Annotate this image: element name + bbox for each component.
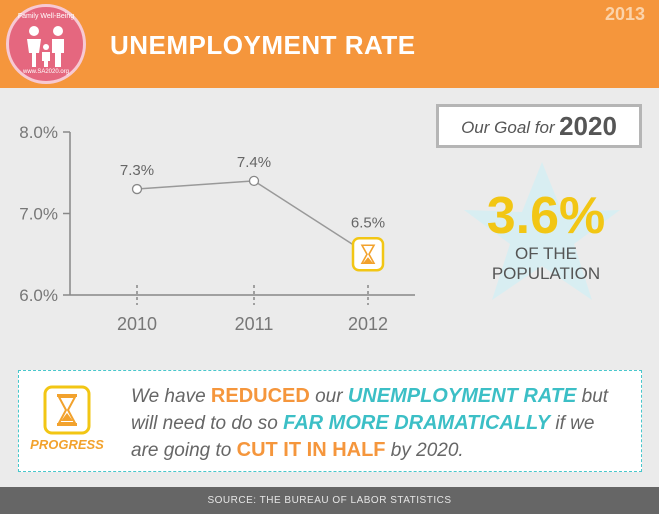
family-icon [27,26,64,67]
hourglass-glyph [360,244,376,265]
goal-value: 3.6% [486,187,606,245]
hourglass-icon [43,385,91,435]
data-point-hourglass-icon [351,237,385,272]
progress-text-4: if we are going to [131,413,595,461]
progress-text-2: our [315,386,343,407]
data-label: 7.3% [120,162,154,179]
progress-text-1: We have [131,386,206,407]
header-bar: Family Well-Being www.SA2020.org UNEMPLO… [0,0,659,88]
goal-sub-line2: POPULATION [491,264,601,283]
progress-text-5: by 2020. [390,440,464,461]
data-point [248,175,260,187]
data-label: 7.4% [237,154,271,171]
goal-label: Our Goal for [461,118,555,137]
logo-text-top: Family Well-Being [17,13,75,20]
progress-box: PROGRESS We have REDUCED our UNEMPLOYMEN… [18,370,642,472]
goal-sub-line1: OF THE [514,244,578,263]
x-tick-label: 2010 [117,314,157,334]
progress-label: PROGRESS [30,437,104,452]
star-burst-icon [464,162,620,300]
y-tick-label: 7.0% [19,205,58,224]
page-title: UNEMPLOYMENT RATE [110,30,416,60]
progress-highlight-half: CUT IT IN HALF [236,439,386,461]
goal-subtext: OF THE POPULATION [466,244,626,284]
line-chart: 8.0% 7.0% 6.0% 2010 2011 2012 7.3% 7.4% 6.5% [19,123,415,334]
progress-text-3: but will need to do so [131,386,609,434]
year-label: 2013 [604,4,645,24]
progress-highlight-reduced: REDUCED [210,385,310,407]
progress-text: We have REDUCED our UNEMPLOYMENT RATE bu… [131,383,621,464]
data-label: 6.5% [351,214,385,231]
progress-highlight-dramatically: FAR MORE DRAMATICALLY [283,412,551,434]
source-footer: SOURCE: THE BUREAU OF LABOR STATISTICS [0,487,659,514]
logo-text-bottom: www.SA2020.org [22,69,70,75]
hourglass-sand [363,257,373,264]
y-tick-label: 8.0% [19,123,58,142]
goal-year: 2020 [559,111,617,141]
x-tick-label: 2011 [235,314,274,334]
data-point [131,183,143,195]
y-tick-label: 6.0% [19,286,58,305]
goal-box: Our Goal for 2020 [436,104,642,148]
progress-highlight-rate: UNEMPLOYMENT RATE [347,385,577,407]
x-tick-label: 2012 [348,314,388,334]
series-line [136,180,369,255]
sa2020-logo: Family Well-Being www.SA2020.org [6,4,86,84]
